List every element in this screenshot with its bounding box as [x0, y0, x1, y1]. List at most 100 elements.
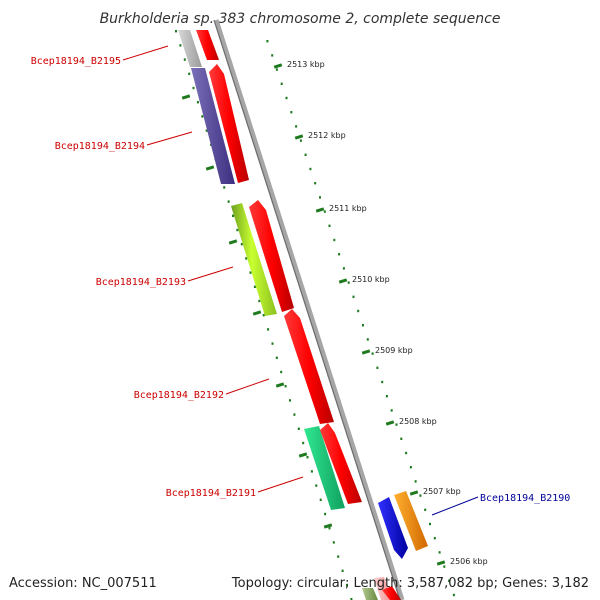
kbp-tick-label: 2508 kbp: [399, 417, 437, 426]
rail-dot: [338, 253, 341, 256]
rail-dot: [196, 101, 199, 104]
kbp-tick-mark: [338, 278, 348, 284]
rail-dot: [429, 522, 431, 526]
rail-dot: [395, 423, 398, 426]
map-title: Burkholderia sp. 383 chromosome 2, compl…: [100, 11, 501, 27]
gene-label[interactable]: Bcep18194_B2194: [55, 141, 145, 152]
rail-dot: [448, 579, 451, 582]
kbp-tick-mark: [294, 134, 304, 140]
rail-dot: [267, 328, 270, 331]
rail-dot: [400, 437, 403, 440]
rail-dot: [266, 40, 269, 43]
kbp-tick-label: 2509 kbp: [375, 346, 413, 355]
gene-label[interactable]: Bcep18194_B2190: [480, 493, 570, 504]
rail-dot: [315, 484, 318, 487]
rail-dot: [297, 427, 300, 430]
gene-label[interactable]: Bcep18194_B2192: [134, 390, 224, 401]
rail-dot: [366, 338, 369, 341]
rail-dot: [319, 196, 321, 199]
cds-b2192[interactable]: [284, 309, 334, 424]
cds-b2195[interactable]: [196, 30, 219, 60]
feature-olive[interactable]: [362, 588, 378, 600]
rail-dot: [333, 238, 336, 242]
rail-dot: [433, 537, 436, 540]
rail-dot: [249, 271, 252, 274]
kbp-ticks: 2513 kbp 2512 kbp 2511 kbp 2510 kbp 2509 kbp…: [181, 60, 488, 566]
rail-dot: [306, 456, 309, 459]
cds-b2193[interactable]: [249, 200, 294, 312]
rail-dot: [452, 593, 455, 597]
gene-leader-line: [225, 378, 270, 395]
rail-dot: [328, 224, 331, 227]
gene-leader-line: [257, 476, 304, 493]
rail-dot: [299, 139, 302, 142]
rail-dot: [258, 299, 261, 303]
rail-dot: [319, 498, 322, 501]
rail-dot: [245, 257, 248, 260]
cds-b2191[interactable]: [320, 423, 362, 504]
rail-dot: [419, 494, 422, 497]
accession-text: Accession: NC_007511: [9, 576, 157, 591]
kbp-tick-mark: [409, 490, 419, 496]
rail-dot: [438, 551, 441, 554]
cds-b2194[interactable]: [209, 64, 249, 183]
rail-dot: [280, 370, 283, 374]
genome-backbone: [213, 19, 405, 600]
rail-dot: [223, 186, 226, 189]
rail-dot: [443, 565, 446, 568]
gene-leader-line: [122, 45, 169, 61]
rail-dot: [289, 399, 291, 402]
kbp-minor-tick: [323, 523, 333, 529]
feature-teal[interactable]: [304, 426, 345, 510]
kbp-minor-tick: [275, 382, 285, 388]
rail-dot: [227, 200, 230, 203]
rail-dot: [295, 125, 298, 128]
rail-dot: [280, 82, 283, 85]
rail-dot: [341, 569, 344, 572]
kbp-tick-mark: [385, 420, 395, 426]
cds-bottom[interactable]: [382, 586, 401, 600]
gene-leader-line: [146, 131, 193, 146]
rail-dot: [310, 470, 313, 473]
kbp-tick-label: 2510 kbp: [352, 275, 390, 284]
rail-dot: [362, 324, 364, 327]
rail-dot: [409, 466, 412, 469]
kbp-tick-mark: [436, 560, 446, 566]
kbp-tick-label: 2513 kbp: [287, 60, 325, 69]
feature-gray[interactable]: [178, 30, 202, 67]
rail-dot: [346, 583, 348, 587]
rail-dot: [337, 555, 340, 558]
gene-leader-line: [431, 496, 479, 516]
gene-leader-line: [187, 266, 234, 282]
feature-lime[interactable]: [231, 203, 277, 316]
rail-dot: [275, 68, 278, 71]
rail-dot: [271, 54, 274, 57]
rail-dot: [192, 86, 195, 90]
rail-dot: [304, 153, 307, 156]
feature-purple[interactable]: [191, 68, 235, 184]
rail-dot: [328, 527, 331, 530]
kbp-tick-mark: [273, 63, 283, 69]
feature-orange[interactable]: [394, 491, 428, 551]
rail-dot: [376, 366, 379, 369]
rail-dot: [424, 508, 427, 511]
gene-labels: Bcep18194_B2195 Bcep18194_B2194 Bcep18194_…: [31, 45, 570, 516]
rail-dot: [285, 96, 288, 100]
rail-dot: [175, 30, 177, 33]
rail-dot: [347, 281, 350, 284]
gene-label[interactable]: Bcep18194_B2193: [96, 277, 186, 288]
kbp-tick-mark: [315, 207, 325, 213]
kbp-minor-tick: [228, 239, 238, 245]
rail-dot: [352, 295, 355, 298]
kbp-tick-label: 2507 kbp: [423, 487, 461, 496]
gene-label[interactable]: Bcep18194_B2191: [166, 488, 256, 499]
rail-dot: [236, 228, 239, 232]
rail-dot: [275, 356, 278, 359]
rail-dot: [205, 129, 208, 132]
cds-b2190[interactable]: [378, 497, 408, 559]
kbp-tick-label: 2506 kbp: [450, 557, 488, 566]
gene-label[interactable]: Bcep18194_B2195: [31, 56, 121, 67]
rail-dot: [371, 352, 374, 355]
